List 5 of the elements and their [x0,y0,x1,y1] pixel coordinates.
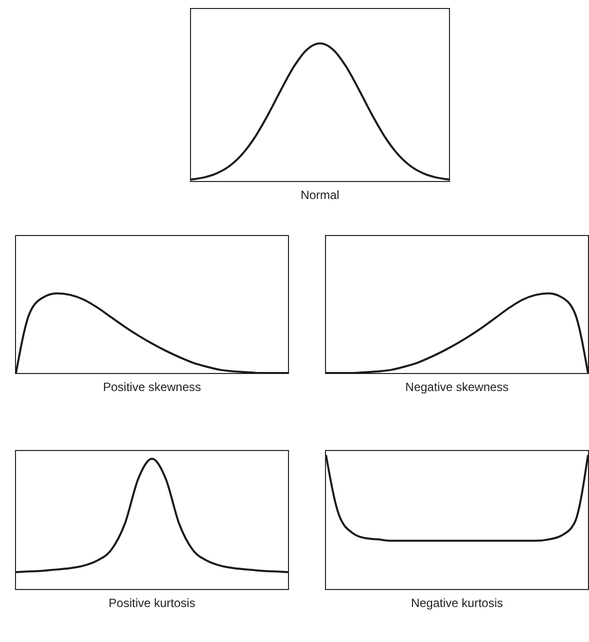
x-axis-title: Normal [300,188,340,202]
x-axis-title: Positive kurtosis [108,596,196,610]
x-axis-title: Negative kurtosis [410,596,504,610]
x-axis-title: Negative skewness [404,380,510,394]
x-axis-title: Positive skewness [102,380,202,394]
